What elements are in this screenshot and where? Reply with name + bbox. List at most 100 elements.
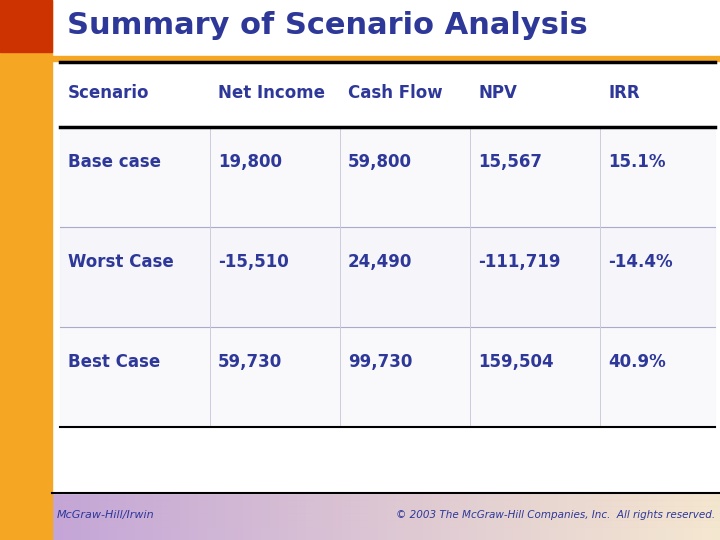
Bar bbox=[576, 0, 585, 540]
Bar bbox=[0, 47, 720, 54]
Bar bbox=[45, 0, 54, 540]
Bar bbox=[0, 284, 720, 291]
Bar bbox=[0, 162, 720, 168]
Bar bbox=[0, 249, 720, 256]
Text: McGraw-Hill/Irwin: McGraw-Hill/Irwin bbox=[57, 510, 155, 520]
Text: Worst Case: Worst Case bbox=[68, 253, 174, 271]
Bar bbox=[396, 0, 405, 540]
Bar bbox=[0, 6, 720, 14]
Bar bbox=[378, 0, 387, 540]
Bar bbox=[0, 108, 720, 115]
Bar bbox=[495, 0, 504, 540]
Text: Cash Flow: Cash Flow bbox=[348, 84, 443, 102]
Bar bbox=[0, 237, 720, 243]
Bar bbox=[0, 519, 720, 526]
Bar bbox=[0, 115, 720, 122]
Bar bbox=[0, 195, 720, 202]
Bar bbox=[0, 338, 720, 345]
Bar bbox=[162, 0, 171, 540]
Bar bbox=[450, 0, 459, 540]
Bar bbox=[0, 40, 720, 47]
Bar bbox=[333, 0, 342, 540]
Bar bbox=[0, 230, 720, 237]
Bar bbox=[54, 0, 63, 540]
Bar bbox=[81, 0, 90, 540]
Bar bbox=[0, 418, 720, 426]
Bar bbox=[585, 0, 594, 540]
Bar bbox=[0, 480, 720, 486]
Text: 40.9%: 40.9% bbox=[608, 353, 666, 371]
Text: 159,504: 159,504 bbox=[478, 353, 554, 371]
Bar bbox=[513, 0, 522, 540]
Bar bbox=[0, 446, 720, 453]
Bar bbox=[0, 27, 720, 33]
Text: 59,800: 59,800 bbox=[348, 153, 412, 171]
Bar bbox=[9, 0, 18, 540]
Bar bbox=[90, 0, 99, 540]
Text: 59,730: 59,730 bbox=[218, 353, 282, 371]
Bar bbox=[423, 0, 432, 540]
Bar bbox=[432, 0, 441, 540]
Bar bbox=[180, 0, 189, 540]
Bar bbox=[0, 128, 720, 135]
Bar bbox=[0, 351, 720, 357]
Bar bbox=[0, 384, 720, 391]
Bar bbox=[0, 0, 52, 52]
Bar bbox=[153, 0, 162, 540]
Bar bbox=[0, 60, 720, 68]
Bar bbox=[261, 0, 270, 540]
Bar bbox=[0, 94, 720, 102]
Bar bbox=[0, 357, 720, 364]
Bar bbox=[0, 297, 720, 303]
Bar bbox=[0, 303, 720, 310]
Bar bbox=[612, 0, 621, 540]
Bar bbox=[657, 0, 666, 540]
Bar bbox=[135, 0, 144, 540]
Bar bbox=[693, 0, 702, 540]
Bar bbox=[0, 243, 720, 249]
Bar bbox=[522, 0, 531, 540]
Bar bbox=[60, 327, 715, 427]
Bar bbox=[567, 0, 576, 540]
Bar bbox=[189, 0, 198, 540]
Text: Scenario: Scenario bbox=[68, 84, 150, 102]
Bar bbox=[666, 0, 675, 540]
Bar bbox=[0, 310, 720, 317]
Bar bbox=[0, 156, 720, 162]
Bar bbox=[72, 0, 81, 540]
Bar bbox=[369, 0, 378, 540]
Bar bbox=[0, 534, 720, 540]
Bar bbox=[0, 324, 720, 330]
Bar bbox=[0, 399, 720, 405]
Bar bbox=[225, 0, 234, 540]
Bar bbox=[216, 0, 225, 540]
Bar bbox=[0, 168, 720, 176]
Text: 15,567: 15,567 bbox=[478, 153, 542, 171]
Bar bbox=[504, 0, 513, 540]
Bar bbox=[60, 227, 715, 327]
Bar bbox=[0, 14, 720, 20]
Bar bbox=[702, 0, 711, 540]
Text: 19,800: 19,800 bbox=[218, 153, 282, 171]
Bar bbox=[108, 0, 117, 540]
Bar bbox=[0, 270, 720, 276]
Bar bbox=[0, 426, 720, 432]
Bar bbox=[0, 405, 720, 411]
Bar bbox=[0, 500, 720, 507]
Bar bbox=[0, 492, 720, 500]
Bar bbox=[0, 183, 720, 189]
Bar bbox=[36, 0, 45, 540]
Text: -15,510: -15,510 bbox=[218, 253, 289, 271]
Text: -14.4%: -14.4% bbox=[608, 253, 672, 271]
Bar bbox=[0, 216, 720, 222]
Bar bbox=[630, 0, 639, 540]
Bar bbox=[0, 486, 720, 492]
Bar bbox=[270, 0, 279, 540]
Bar bbox=[60, 127, 715, 227]
Bar bbox=[0, 189, 720, 195]
Bar bbox=[360, 0, 369, 540]
Bar bbox=[126, 0, 135, 540]
Bar bbox=[207, 0, 216, 540]
Bar bbox=[0, 378, 720, 384]
Bar bbox=[324, 0, 333, 540]
